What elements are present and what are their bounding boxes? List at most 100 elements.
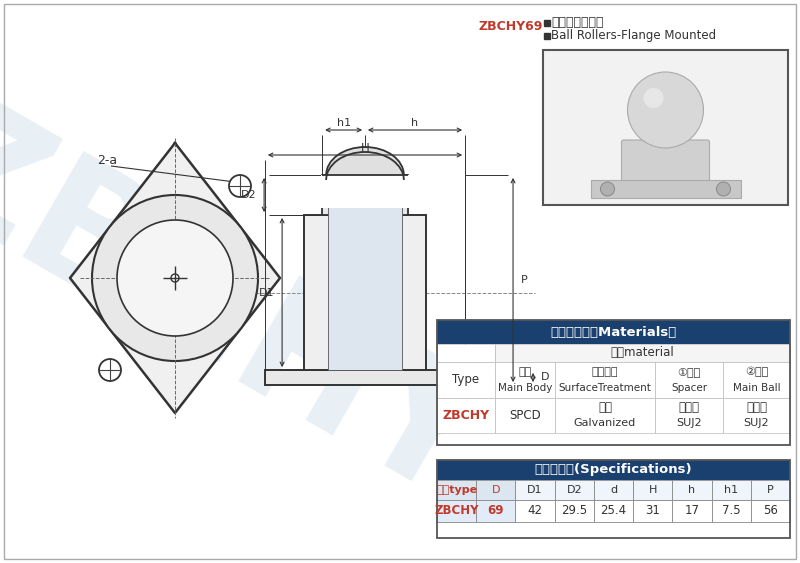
Bar: [495, 398, 555, 433]
Circle shape: [99, 359, 121, 381]
Text: 材质material: 材质material: [610, 346, 674, 360]
Text: ZBCHY: ZBCHY: [0, 82, 514, 538]
Circle shape: [717, 182, 730, 196]
Text: 31: 31: [646, 504, 660, 517]
Text: 表面处理: 表面处理: [592, 367, 618, 377]
Bar: [554, 480, 594, 500]
Circle shape: [229, 175, 251, 197]
Bar: [437, 500, 476, 522]
Text: D2: D2: [241, 190, 256, 200]
Bar: [655, 398, 723, 433]
Bar: [723, 362, 790, 398]
Bar: [437, 344, 495, 362]
Bar: [633, 500, 672, 522]
Text: 参数对照表(Specifications): 参数对照表(Specifications): [534, 463, 692, 476]
Bar: [476, 500, 515, 522]
Bar: [750, 500, 790, 522]
Circle shape: [627, 72, 703, 148]
Text: 69: 69: [487, 504, 504, 517]
Text: 17: 17: [685, 504, 699, 517]
Text: ①主球: ①主球: [678, 367, 701, 377]
Text: H: H: [361, 141, 370, 154]
Bar: [437, 398, 495, 433]
Bar: [437, 480, 476, 500]
Ellipse shape: [326, 147, 404, 203]
Bar: [495, 344, 790, 362]
Bar: [304, 215, 426, 370]
Text: P: P: [521, 275, 528, 285]
Bar: [515, 500, 554, 522]
FancyBboxPatch shape: [622, 140, 710, 182]
Text: Type: Type: [453, 373, 479, 387]
Text: SurfaceTreatment: SurfaceTreatment: [558, 383, 651, 393]
Text: SPCD: SPCD: [509, 409, 541, 422]
Circle shape: [171, 274, 179, 282]
Text: Main Ball: Main Ball: [733, 383, 780, 393]
Text: 主体: 主体: [518, 367, 532, 377]
Text: h1: h1: [724, 485, 738, 495]
Circle shape: [117, 220, 233, 336]
Text: Ball Rollers-Flange Mounted: Ball Rollers-Flange Mounted: [551, 29, 716, 42]
Text: 轴承鑰: 轴承鑰: [746, 401, 767, 414]
Text: 25.4: 25.4: [601, 504, 626, 517]
Bar: [437, 320, 790, 445]
Circle shape: [92, 195, 258, 361]
Text: 轴承鑰: 轴承鑰: [678, 401, 699, 414]
Text: D1: D1: [258, 288, 274, 297]
Text: H: H: [649, 485, 657, 495]
Text: ZBCHY: ZBCHY: [434, 504, 479, 517]
Text: ZBCHY69: ZBCHY69: [478, 20, 543, 33]
Text: P: P: [767, 485, 774, 495]
Text: D: D: [541, 373, 550, 382]
Bar: [594, 480, 633, 500]
Text: 42: 42: [527, 504, 542, 517]
Bar: [555, 398, 655, 433]
Text: 型号type: 型号type: [436, 485, 477, 495]
Polygon shape: [70, 143, 280, 413]
Bar: [594, 500, 633, 522]
Text: Main Body: Main Body: [498, 383, 552, 393]
Bar: [322, 175, 408, 215]
Text: 镀锌: 镀锌: [598, 401, 612, 414]
Bar: [328, 195, 402, 370]
Bar: [711, 500, 750, 522]
Text: 材质对照表（Materials）: 材质对照表（Materials）: [550, 325, 677, 338]
Text: ZBCHY: ZBCHY: [442, 409, 490, 422]
Circle shape: [601, 182, 614, 196]
Bar: [723, 398, 790, 433]
Bar: [437, 460, 790, 480]
Text: 29.5: 29.5: [562, 504, 587, 517]
Text: h1: h1: [337, 118, 350, 128]
Bar: [321, 175, 409, 208]
Bar: [633, 480, 672, 500]
Bar: [554, 500, 594, 522]
Text: 法兰型锂珠滚轮: 法兰型锂珠滚轮: [551, 16, 603, 29]
Bar: [476, 480, 515, 500]
Bar: [655, 362, 723, 398]
Text: h: h: [411, 118, 418, 128]
Bar: [555, 362, 655, 398]
Bar: [265, 370, 465, 385]
Text: D: D: [491, 485, 500, 495]
Text: 2-a: 2-a: [97, 154, 117, 167]
Text: 56: 56: [763, 504, 778, 517]
Text: h: h: [688, 485, 695, 495]
Bar: [495, 362, 555, 398]
Bar: [672, 480, 711, 500]
Bar: [672, 500, 711, 522]
Bar: [711, 480, 750, 500]
Bar: [750, 480, 790, 500]
Bar: [515, 480, 554, 500]
Text: Galvanized: Galvanized: [574, 418, 636, 428]
Text: D1: D1: [527, 485, 543, 495]
Bar: [590, 180, 741, 198]
Text: D2: D2: [566, 485, 582, 495]
Bar: [437, 362, 495, 398]
Bar: [543, 50, 788, 205]
Text: 7.5: 7.5: [722, 504, 741, 517]
Text: ②副球: ②副球: [745, 367, 768, 377]
Text: SUJ2: SUJ2: [744, 418, 770, 428]
Circle shape: [643, 88, 663, 108]
Text: Spacer: Spacer: [671, 383, 707, 393]
Text: d: d: [610, 485, 617, 495]
